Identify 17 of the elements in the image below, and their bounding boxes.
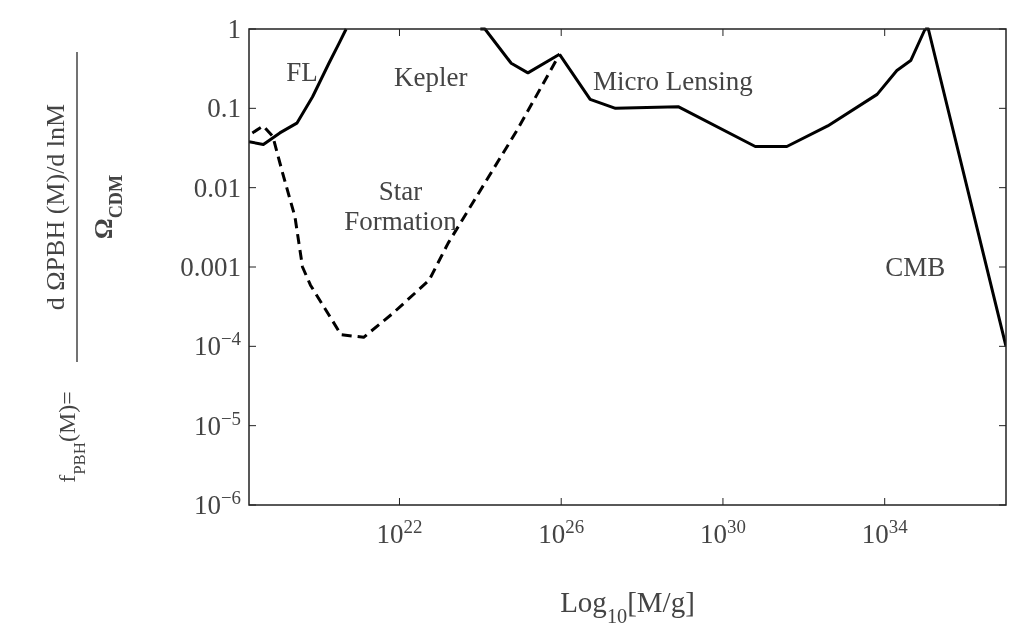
x-axis-title: Log$_{10}$[M/g] <box>560 586 695 627</box>
x-tick-label: 10$^{34}$ <box>861 515 909 549</box>
series-label: Kepler <box>393 61 468 92</box>
series-label: Star Formation <box>344 176 458 237</box>
y-tick-label: 1 <box>227 14 241 44</box>
y-tick-label: 0.01 <box>193 172 241 203</box>
series-label: CMB <box>885 252 946 282</box>
series-label: Micro Lensing <box>593 66 753 97</box>
x-tick-label: 10$^{30}$ <box>700 515 746 549</box>
y-tick-label: 10$^{−4}$ <box>193 327 242 362</box>
series-label: FL <box>286 56 318 87</box>
y-tick-label: 10$^{−5}$ <box>193 407 241 441</box>
y-tick-label: 0.1 <box>207 93 241 124</box>
y-tick-label: 10$^{−6}$ <box>193 486 241 520</box>
y-tick-label: 0.001 <box>180 252 241 282</box>
x-tick-label: 10$^{22}$ <box>376 515 423 549</box>
x-tick-label: 10$^{26}$ <box>538 515 585 549</box>
